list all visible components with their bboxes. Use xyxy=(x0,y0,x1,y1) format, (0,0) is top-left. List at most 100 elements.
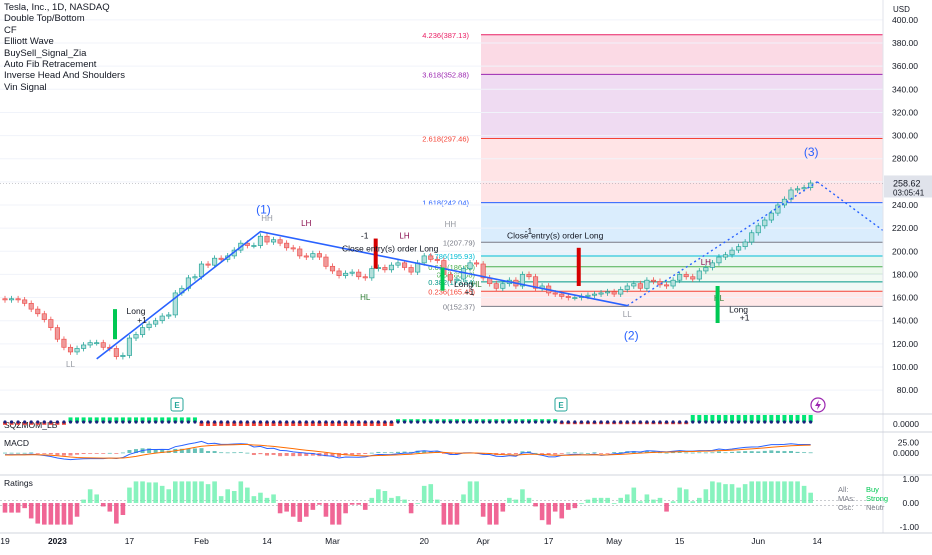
rating-value: Neutr xyxy=(866,503,885,512)
legend-study[interactable]: Vin Signal xyxy=(4,81,47,93)
candle xyxy=(526,271,532,280)
candle xyxy=(48,316,54,331)
rating-bar xyxy=(251,496,257,503)
macd-histogram-bar xyxy=(238,452,243,454)
candle-body xyxy=(35,308,41,315)
rating-bar xyxy=(186,481,191,503)
price-tick-label: 320.00 xyxy=(892,107,918,117)
candle-body xyxy=(172,292,178,316)
pattern-label: HL xyxy=(360,293,371,302)
squeeze-bar xyxy=(808,415,813,422)
squeeze-dot xyxy=(226,420,230,424)
macd-histogram-bar xyxy=(114,453,119,454)
macd-histogram-bar xyxy=(153,449,158,453)
rating-bar xyxy=(808,492,813,503)
candle-body xyxy=(113,348,119,357)
fib-zone xyxy=(481,34,883,75)
legend-title[interactable]: Tesla, Inc., 1D, NASDAQ xyxy=(4,2,110,13)
candle xyxy=(736,243,742,254)
rating-bar xyxy=(376,489,381,503)
earnings-marker xyxy=(170,397,184,412)
squeeze-dot xyxy=(481,420,485,424)
rating-bar xyxy=(795,481,800,503)
rating-bar xyxy=(323,503,329,517)
signal-label: Long xyxy=(729,305,748,315)
squeeze-dot xyxy=(389,420,394,424)
legend-study[interactable]: CF xyxy=(4,24,17,36)
candle xyxy=(591,291,598,299)
rating-bar xyxy=(782,481,787,503)
squeeze-dot xyxy=(769,420,773,424)
candle-body xyxy=(218,257,224,260)
rating-bar xyxy=(651,499,656,503)
candle xyxy=(74,345,80,355)
candle xyxy=(447,271,453,284)
time-axis-label: Feb xyxy=(194,536,209,546)
rating-bar xyxy=(173,481,178,503)
legend-study[interactable]: Double Top/Bottom xyxy=(4,13,85,25)
squeeze-dot xyxy=(533,420,538,424)
macd-histogram-bar xyxy=(808,452,813,454)
candle-body xyxy=(100,342,106,348)
legend-study[interactable]: BuySell_Signal_Zia xyxy=(4,47,87,59)
candle-body xyxy=(402,262,408,268)
squeeze-bar xyxy=(330,422,335,426)
candle xyxy=(140,324,146,338)
squeeze-dot xyxy=(344,420,348,424)
time-axis-label: Apr xyxy=(477,536,490,546)
panel-tick-label: 25.00 xyxy=(898,438,920,448)
squeeze-dot xyxy=(95,420,99,424)
rating-bar xyxy=(579,503,584,504)
squeeze-dot xyxy=(134,420,138,424)
macd-histogram-bar xyxy=(382,452,387,454)
squeeze-bar xyxy=(284,422,289,426)
candle xyxy=(703,264,709,274)
candle xyxy=(402,259,408,271)
squeeze-bar xyxy=(350,422,355,426)
rating-bar xyxy=(703,489,709,503)
squeeze-dot xyxy=(586,420,590,424)
candle-body xyxy=(369,268,375,279)
squeeze-dot xyxy=(213,420,217,424)
candle-body xyxy=(716,256,722,264)
rating-bar xyxy=(402,499,407,503)
rating-bar xyxy=(42,503,47,525)
macd-histogram-bar xyxy=(22,452,27,454)
candle-body xyxy=(447,274,453,281)
legend-study[interactable]: Inverse Head And Shoulders xyxy=(4,70,125,82)
squeeze-dot xyxy=(68,420,73,424)
rating-bar xyxy=(114,503,119,524)
macd-histogram-bar xyxy=(782,451,787,453)
rating-bar xyxy=(336,503,342,525)
squeeze-dot xyxy=(612,420,616,424)
squeeze-dot xyxy=(468,420,472,424)
macd-histogram-bar xyxy=(356,453,361,455)
legend: Tesla, Inc., 1D, NASDAQ Double Top/Botto… xyxy=(4,2,125,93)
squeeze-dot xyxy=(206,420,210,424)
macd-histogram-bar xyxy=(258,453,263,455)
rating-bar xyxy=(755,481,761,503)
squeeze-bar xyxy=(101,417,106,422)
squeeze-dot xyxy=(461,420,466,424)
rating-bar xyxy=(107,503,113,512)
rating-bar xyxy=(657,497,663,503)
legend-study[interactable]: Elliott Wave xyxy=(4,36,54,48)
squeeze-dot xyxy=(291,420,295,424)
elliott-wave-projection xyxy=(816,181,884,232)
legend-study[interactable]: Auto Fib Retracement xyxy=(4,59,97,71)
macd-histogram-bar xyxy=(101,453,106,454)
candle-body xyxy=(264,235,270,243)
squeeze-dot xyxy=(154,420,158,424)
candle-body xyxy=(703,267,709,272)
squeeze-dot xyxy=(180,420,184,424)
price-tick-label: 240.00 xyxy=(892,200,918,210)
squeeze-dot xyxy=(311,420,315,424)
macd-histogram-bar xyxy=(402,451,407,453)
squeeze-dot xyxy=(494,420,498,424)
rating-bar xyxy=(421,485,427,503)
macd-histogram-bar xyxy=(644,451,649,453)
squeeze-dot xyxy=(232,420,236,424)
pattern-label: HL xyxy=(471,280,482,289)
